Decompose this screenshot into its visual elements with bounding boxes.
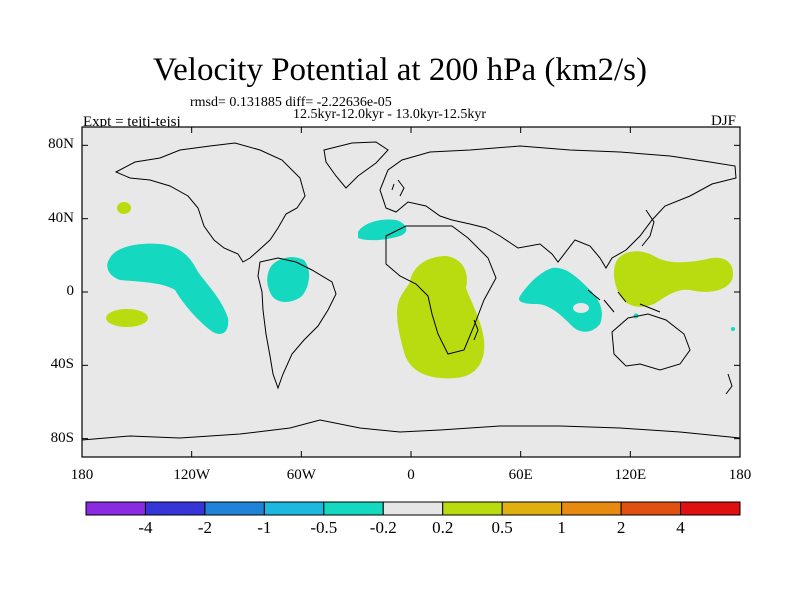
lon-tick-label: 60W	[286, 467, 316, 483]
colorbar-swatch	[85, 501, 146, 516]
colorbar-label: 2	[616, 518, 626, 537]
colorbar-swatch	[323, 501, 384, 516]
colorbar-label: 1	[557, 518, 566, 537]
lon-tick-label: 180	[728, 467, 752, 483]
lon-tick-label: 180	[70, 467, 94, 483]
coastline-greenland	[323, 141, 389, 189]
coastline-japan	[641, 209, 655, 247]
anomaly-hole-indian-ocean	[573, 303, 589, 313]
coastline-madagascar	[473, 319, 479, 341]
experiment-label: Expt = tejtj-tejsj	[83, 114, 181, 130]
lon-tick-label: 120W	[173, 467, 210, 483]
anomaly-region-north-pacific	[117, 202, 131, 214]
anomaly-region-mediterranean	[358, 219, 407, 241]
coastline-british-isles	[391, 179, 405, 197]
lat-tick-label: 80N	[48, 136, 74, 153]
stats-subtitle: rmsd= 0.131885 diff= -2.22636e-05	[190, 95, 392, 110]
coastline-australia	[611, 313, 691, 371]
colorbar-label: -2	[197, 518, 212, 537]
lon-tick-label: 60E	[508, 467, 533, 483]
lat-tick-label: 0	[66, 283, 75, 299]
anomaly-region-caribbean	[267, 257, 310, 302]
coastline-south-america	[257, 257, 337, 390]
lat-tick-label: 80S	[50, 429, 74, 446]
colorbar-swatch	[501, 501, 563, 516]
anomaly-region-western-pacific	[613, 251, 734, 307]
lon-tick-label: 0	[407, 467, 415, 483]
coastline-north-america	[114, 142, 306, 263]
anomaly-region-indian-ocean	[518, 267, 602, 332]
colorbar-swatch	[561, 501, 622, 516]
anomaly-region-central-pacific	[107, 243, 229, 334]
colorbar-swatch	[204, 501, 265, 516]
season-label: DJF	[711, 113, 737, 129]
lat-tick-label: 40N	[48, 209, 74, 226]
coastline-maritime-islands	[587, 289, 661, 313]
colorbar-label: 0.2	[432, 518, 454, 537]
anomaly-region-south-pacific	[106, 309, 148, 327]
coastline-africa	[385, 225, 497, 355]
coastline-antarctica	[81, 419, 741, 441]
colorbar-label: -0.2	[369, 518, 397, 537]
lon-tick-label: 120E	[614, 467, 647, 483]
colorbar-swatch	[620, 501, 682, 516]
colorbar-label: -4	[138, 518, 153, 537]
coastline-eurasia	[379, 145, 737, 269]
negative-anomaly-regions	[107, 219, 735, 334]
colorbar-label: 0.5	[491, 518, 513, 537]
coastline-new-zealand	[725, 373, 733, 395]
colorbar-swatch	[680, 501, 741, 516]
colorbar-swatch	[382, 501, 444, 516]
colorbar	[85, 501, 741, 516]
colorbar-swatch	[442, 501, 503, 516]
periods-subtitle: 12.5kyr-12.0kyr - 13.0kyr-12.5kyr	[293, 107, 487, 122]
anomaly-region-small-b	[731, 327, 735, 331]
colorbar-label: 4	[676, 518, 685, 537]
coastlines	[81, 141, 741, 441]
colorbar-label: -0.5	[310, 518, 338, 537]
lat-tick-label: 40S	[50, 356, 74, 373]
colorbar-swatch	[263, 501, 325, 516]
colorbar-label: -1	[257, 518, 272, 537]
colorbar-swatch	[144, 501, 206, 516]
axis-ticks	[81, 127, 741, 457]
plot-title: Velocity Potential at 200 hPa (km2/s)	[152, 52, 648, 88]
